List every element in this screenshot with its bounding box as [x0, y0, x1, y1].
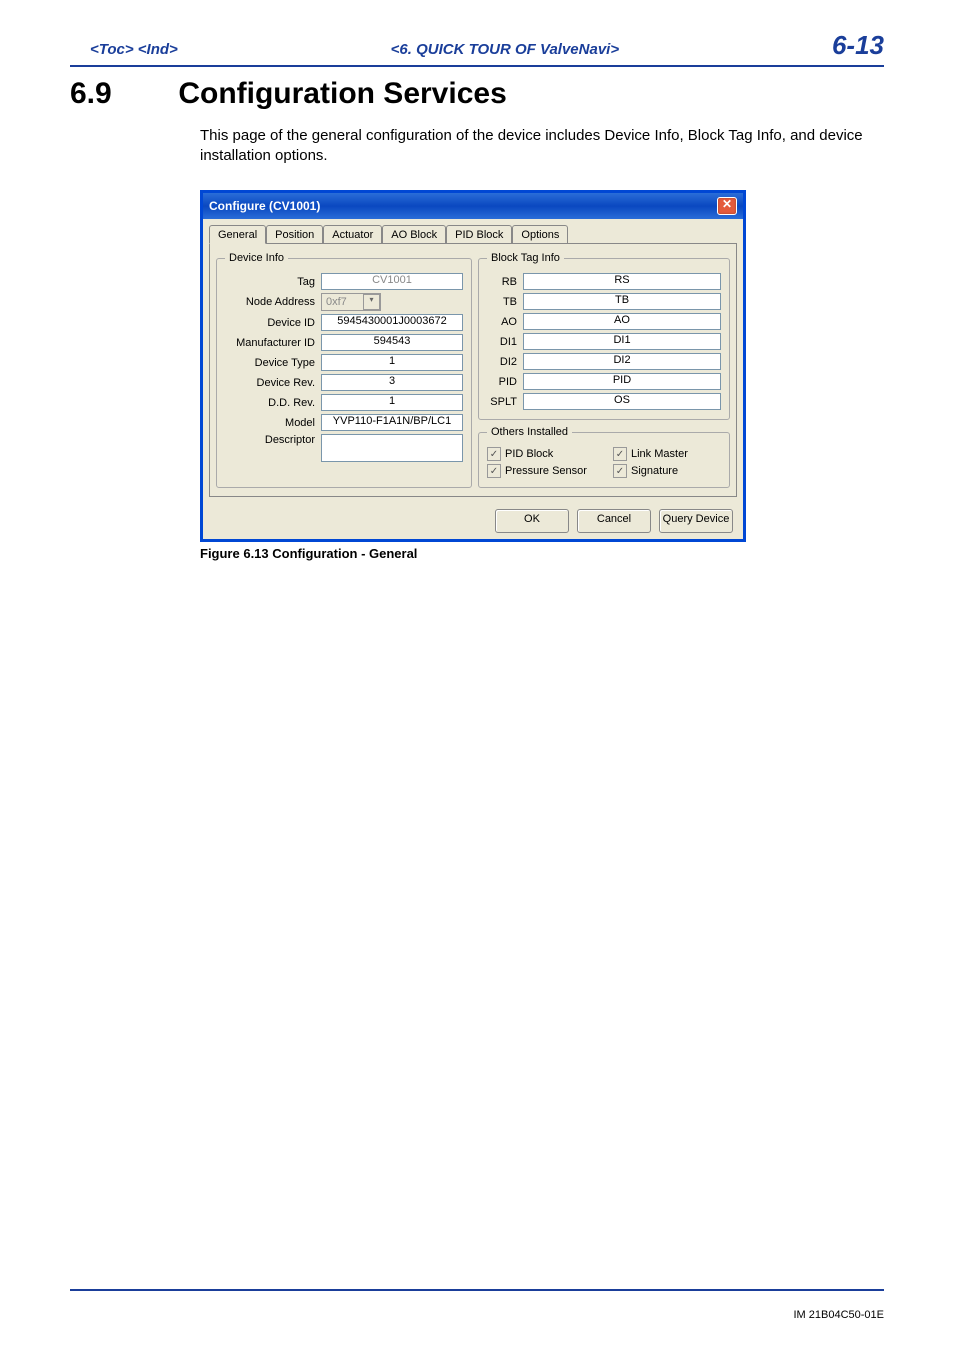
di1-input[interactable]: DI1 [523, 333, 721, 350]
splt-label: SPLT [487, 396, 517, 408]
model-label: Model [225, 417, 315, 429]
signature-label: Signature [631, 465, 678, 477]
pressure-sensor-label: Pressure Sensor [505, 465, 587, 477]
node-label: Node Address [225, 296, 315, 308]
desc-label: Descriptor [225, 434, 315, 446]
signature-checkbox[interactable]: ✓ [613, 464, 627, 478]
splt-input[interactable]: OS [523, 393, 721, 410]
toc-link[interactable]: <Toc> <Ind> [90, 41, 178, 58]
tag-input[interactable]: CV1001 [321, 273, 463, 290]
tab-options[interactable]: Options [512, 225, 568, 243]
query-device-button[interactable]: Query Device [659, 509, 733, 533]
rb-input[interactable]: RS [523, 273, 721, 290]
titlebar[interactable]: Configure (CV1001) ✕ [203, 193, 743, 219]
close-icon[interactable]: ✕ [717, 197, 737, 215]
tab-strip: General Position Actuator AO Block PID B… [209, 225, 737, 244]
pid-input[interactable]: PID [523, 373, 721, 390]
page-number: 6-13 [832, 30, 884, 61]
section-title-text: Configuration Services [178, 77, 506, 110]
general-panel: Device Info Tag CV1001 Node Address 0xf7… [209, 244, 737, 497]
tab-ao-block[interactable]: AO Block [382, 225, 446, 243]
mfg-label: Manufacturer ID [225, 337, 315, 349]
page-header: <Toc> <Ind> <6. QUICK TOUR OF ValveNavi>… [0, 0, 954, 63]
type-label: Device Type [225, 357, 315, 369]
devid-label: Device ID [225, 317, 315, 329]
configure-dialog: Configure (CV1001) ✕ General Position Ac… [200, 190, 746, 542]
rb-label: RB [487, 276, 517, 288]
tb-label: TB [487, 296, 517, 308]
dd-input[interactable]: 1 [321, 394, 463, 411]
ao-label: AO [487, 316, 517, 328]
dd-label: D.D. Rev. [225, 397, 315, 409]
chevron-down-icon[interactable]: ▾ [363, 294, 380, 310]
mfg-input[interactable]: 594543 [321, 334, 463, 351]
others-legend: Others Installed [487, 426, 572, 438]
pid-label: PID [487, 376, 517, 388]
block-tag-legend: Block Tag Info [487, 252, 564, 264]
ok-button[interactable]: OK [495, 509, 569, 533]
tb-input[interactable]: TB [523, 293, 721, 310]
section-body: This page of the general configuration o… [200, 126, 874, 165]
desc-input[interactable] [321, 434, 463, 462]
link-master-checkbox[interactable]: ✓ [613, 447, 627, 461]
footer-doc-id: IM 21B04C50-01E [794, 1309, 885, 1321]
tab-position[interactable]: Position [266, 225, 323, 243]
rev-input[interactable]: 3 [321, 374, 463, 391]
section-heading: 6.9 Configuration Services [70, 77, 954, 111]
di2-input[interactable]: DI2 [523, 353, 721, 370]
di1-label: DI1 [487, 336, 517, 348]
rev-label: Device Rev. [225, 377, 315, 389]
header-divider [70, 65, 884, 67]
footer-divider [70, 1289, 884, 1291]
tab-general[interactable]: General [209, 225, 266, 244]
pressure-sensor-checkbox[interactable]: ✓ [487, 464, 501, 478]
node-value: 0xf7 [326, 296, 347, 308]
model-input[interactable]: YVP110-F1A1N/BP/LC1 [321, 414, 463, 431]
node-select[interactable]: 0xf7 ▾ [321, 293, 381, 311]
figure-caption: Figure 6.13 Configuration - General [200, 546, 954, 561]
others-installed-group: Others Installed ✓ PID Block ✓ Link Master… [478, 426, 730, 488]
chapter-title: <6. QUICK TOUR OF ValveNavi> [391, 41, 619, 58]
device-info-group: Device Info Tag CV1001 Node Address 0xf7… [216, 252, 472, 488]
di2-label: DI2 [487, 356, 517, 368]
pid-block-checkbox[interactable]: ✓ [487, 447, 501, 461]
ao-input[interactable]: AO [523, 313, 721, 330]
dialog-title: Configure (CV1001) [209, 199, 320, 213]
cancel-button[interactable]: Cancel [577, 509, 651, 533]
pid-block-label: PID Block [505, 448, 553, 460]
section-number: 6.9 [70, 77, 170, 111]
dialog-button-row: OK Cancel Query Device [203, 503, 743, 539]
device-info-legend: Device Info [225, 252, 288, 264]
tab-actuator[interactable]: Actuator [323, 225, 382, 243]
block-tag-group: Block Tag Info RB RS TB TB AO AO DI1 DI1 DI2… [478, 252, 730, 420]
type-input[interactable]: 1 [321, 354, 463, 371]
tag-label: Tag [225, 276, 315, 288]
link-master-label: Link Master [631, 448, 688, 460]
devid-input[interactable]: 5945430001J0003672 [321, 314, 463, 331]
tab-pid-block[interactable]: PID Block [446, 225, 512, 243]
